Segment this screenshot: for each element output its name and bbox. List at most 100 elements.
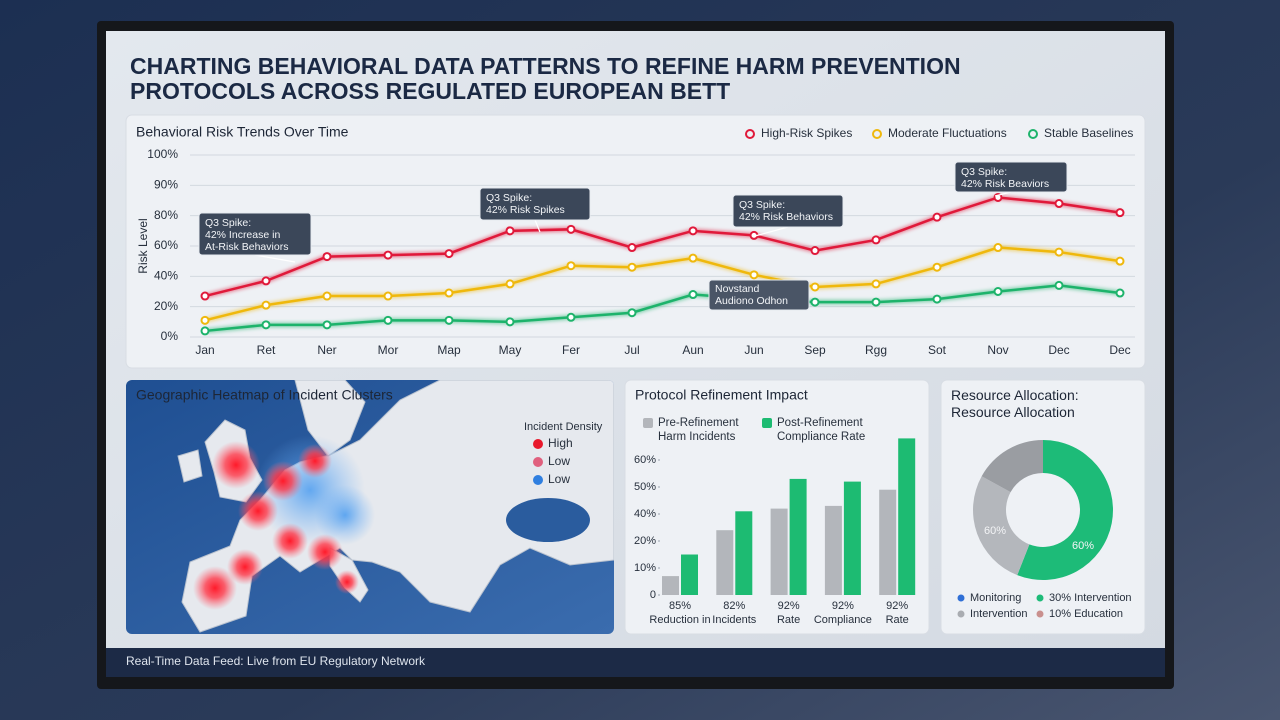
data-point [383, 315, 393, 325]
annotation-box [198, 212, 312, 256]
chart-title: Protocol Refinement Impact [635, 387, 808, 403]
annotation-box [954, 161, 1068, 193]
donut-panel [940, 379, 1146, 635]
data-point [322, 320, 332, 330]
legend-swatch [643, 418, 653, 428]
legend-swatch [533, 475, 543, 485]
data-point [1054, 199, 1064, 209]
legend-swatch [957, 594, 965, 602]
data-point [505, 317, 515, 327]
page-title: CHARTING BEHAVIORAL DATA PATTERNS TO REF… [130, 53, 961, 104]
data-point [627, 262, 637, 272]
heat-blob [298, 444, 332, 478]
data-point [444, 249, 454, 259]
y-axis-label: Risk Level [136, 218, 150, 273]
x-tick-label: 82% Incidents [712, 600, 757, 626]
land [177, 449, 203, 483]
legend-label: Intervention [970, 608, 1027, 620]
data-point [200, 291, 210, 301]
legend-label: High [548, 436, 573, 450]
legend-label: Low [548, 472, 570, 486]
text-line: 42% Risk Spikes [486, 204, 565, 216]
x-tick-label: Fer [562, 343, 580, 357]
data-point [932, 294, 942, 304]
x-tick-label: Mor [378, 343, 399, 357]
data-point [993, 287, 1003, 296]
annotation: Novstand Audiono Odhon [715, 283, 788, 307]
data-point [200, 315, 210, 325]
annotation: Q3 Spike: 42% Increase in At-Risk Behavior… [205, 217, 288, 253]
text-line: 42% Risk Beaviors [961, 178, 1049, 190]
chart-title: Resource Allocation: Resource Allocation [951, 387, 1079, 420]
text-line: 92% [832, 600, 854, 612]
legend-swatch [745, 129, 755, 139]
y-tick-label: 10% [634, 562, 656, 574]
map [126, 380, 614, 634]
x-tick-label: Jan [195, 343, 214, 357]
legend-swatch [762, 418, 772, 428]
bar [789, 478, 807, 595]
text-line: Compliance Rate [777, 431, 865, 443]
map-title: Geographic Heatmap of Incident Clusters [136, 387, 393, 403]
y-tick-label: 90% [154, 178, 178, 192]
x-tick-label: Dec [1109, 343, 1130, 357]
data-point [932, 262, 942, 272]
text-line: Q3 Spike: [961, 166, 1007, 178]
data-point [871, 235, 881, 245]
data-point [444, 288, 454, 298]
x-tick-label: May [499, 343, 522, 357]
data-point [566, 261, 576, 271]
x-tick-label: Sep [804, 343, 826, 357]
data-point [871, 279, 881, 289]
slice-label: 60% [984, 525, 1006, 537]
x-tick-label: Rgg [865, 343, 887, 357]
data-point [200, 326, 210, 336]
series-line [204, 196, 1121, 298]
x-tick-label: 92% Rate [777, 600, 800, 626]
line-panel [125, 114, 1146, 369]
data-point [1054, 247, 1064, 257]
x-tick-label: Ret [257, 343, 276, 357]
bar [716, 530, 734, 595]
data-point [810, 297, 820, 307]
text-line: Rate [886, 614, 909, 626]
data-point [810, 246, 820, 256]
map-legend-title: Incident Density [524, 421, 603, 433]
x-tick-label: Map [437, 343, 461, 357]
heat-blob [263, 461, 303, 501]
data-point [1115, 288, 1125, 298]
chart-title: Behavioral Risk Trends Over Time [136, 124, 349, 140]
data-point [993, 243, 1003, 253]
pie-slice [973, 476, 1030, 576]
bar [681, 554, 698, 595]
footer: Real-Time Data Feed: Live from EU Regula… [126, 654, 426, 668]
series-line [204, 246, 1121, 322]
y-tick-label: 20% [634, 535, 656, 547]
annotation-box [708, 279, 810, 311]
y-tick-label: 60% [634, 454, 656, 466]
legend-label: 10% Education [1049, 608, 1123, 620]
data-point [322, 252, 332, 262]
text-line: Post-Refinement [777, 417, 863, 429]
y-tick-label: 80% [154, 208, 178, 222]
footer-bar [106, 648, 1165, 677]
data-point [383, 250, 393, 260]
heat-blob [272, 523, 308, 559]
x-tick-label: 92% Compliance [814, 600, 872, 626]
data-point [627, 243, 637, 253]
y-tick-label: 0 [650, 589, 656, 601]
data-point [688, 226, 698, 236]
data-point [322, 291, 332, 301]
data-point [383, 291, 393, 301]
heat-blob [315, 485, 375, 545]
text-line: Reduction in [649, 614, 710, 626]
bar [898, 438, 916, 595]
heat-blob [238, 491, 278, 531]
bar [735, 511, 753, 595]
data-point [1054, 280, 1064, 290]
legend-swatch [533, 457, 543, 467]
legend-label: Stable Baselines [1044, 126, 1133, 140]
data-point [505, 226, 515, 236]
series-line [204, 284, 1121, 333]
